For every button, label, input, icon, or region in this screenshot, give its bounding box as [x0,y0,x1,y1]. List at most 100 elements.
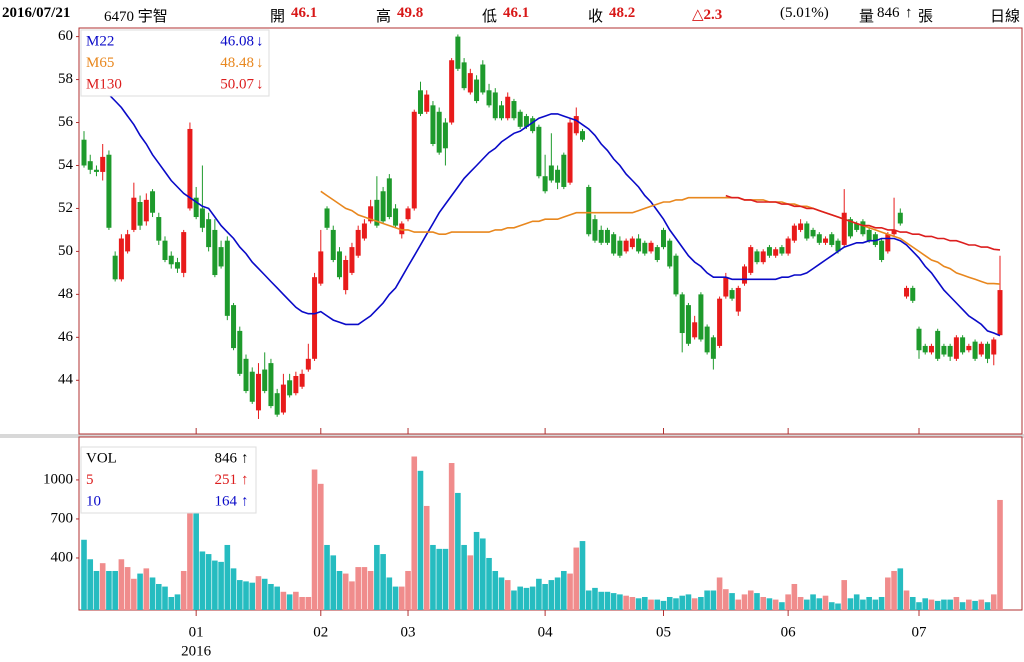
volume-bar [461,544,467,610]
ma-line [725,194,1001,251]
candle-body [143,199,149,222]
volume-bar [106,570,112,610]
candle-body [480,64,486,93]
candle-body [156,217,162,241]
legend-value: 50.07 [220,76,254,92]
volume-bar [480,538,486,610]
volume-bar [617,594,623,610]
volume-bar [598,591,604,610]
legend-arrow: ↓ [256,76,264,92]
volume-legend-name: 5 [86,472,94,488]
volume-bar [966,599,972,610]
volume-bar [766,598,773,610]
volume-tick-label: 700 [51,510,74,526]
candle-body [916,328,922,351]
volume-bar [448,463,455,610]
volume-bar [317,483,324,610]
volume-bar [573,547,580,610]
volume-bar [698,596,704,610]
volume-bar [274,586,280,610]
candle-body [904,287,910,297]
separator [0,434,1024,438]
x-tick-label: 07 [911,624,927,640]
year-label: 2016 [181,643,212,659]
candle-body [162,240,168,260]
legend-name: M22 [86,33,114,49]
volume-bar [374,544,380,610]
volume-bar [205,554,212,610]
high-value: 49.8 [397,5,424,21]
candle-body [187,128,193,209]
y-tick-label: 48 [58,286,73,302]
volume-bar [87,559,94,610]
candle-body [717,298,723,346]
volume-bar [922,598,929,610]
y-tick-label: 56 [58,114,74,130]
candle-body [854,223,860,230]
candle-body [81,139,87,166]
change-pct: (5.01%) [780,5,829,21]
high-label: 高 [376,9,392,25]
volume-bar [81,539,87,610]
header: 2016/07/21 6470 宇智 開 46.1 高 49.8 低 46.1 … [0,0,1024,28]
candle-body [922,345,928,353]
volume-bar [523,587,530,610]
candle-body [910,287,916,301]
candle-body [679,294,685,334]
y-tick-label: 44 [58,372,74,388]
volume-bar [286,594,293,610]
candle-body [710,337,716,359]
volume-bar [187,511,193,610]
volume-bar [324,544,330,610]
volume-bar [610,593,617,610]
open-label: 開 [270,9,286,25]
period: 日線 [990,9,1021,25]
volume-bar [685,594,692,610]
volume-bar [623,595,629,610]
volume-label: 量 [859,9,875,25]
candle-body [841,212,847,245]
candle-body [798,223,804,230]
candle-body [760,251,766,263]
candle-body [580,131,586,140]
volume-bar [361,567,368,610]
volume-bar [791,583,798,610]
candle-body [287,380,293,396]
candle-body [879,240,885,260]
volume-bar [511,590,517,610]
volume-bar [143,568,150,610]
candle-body [449,60,455,123]
candle-body [199,208,205,228]
volume-bar [604,591,611,610]
y-tick-label: 54 [58,157,74,173]
candle-body [100,156,106,172]
y-tick-label: 58 [58,71,73,87]
candle-body [511,101,517,119]
candle-body [972,341,978,359]
candle-body [866,229,872,241]
volume-bar [504,580,511,610]
volume-bar [224,544,231,610]
volume-bar [174,594,181,610]
legend-value: 48.48 [220,55,254,71]
x-tick-label: 03 [401,624,416,640]
volume-bar [978,599,985,610]
candle-body [897,212,903,224]
close-label: 收 [588,9,604,25]
volume-bar [673,598,679,610]
candle-body [985,343,991,359]
candles [81,34,1003,419]
volume-bar [872,599,879,610]
candle-body [193,197,199,218]
volume-bar [455,492,461,610]
candle-body [816,234,822,243]
x-tick-label: 04 [538,624,554,640]
candle-body [336,251,342,278]
candle-body [704,326,710,353]
candle-body [673,255,679,295]
volume-bar [772,599,779,610]
candle-body [405,208,411,220]
volume-bar [149,577,156,610]
volume-bar [168,596,175,610]
